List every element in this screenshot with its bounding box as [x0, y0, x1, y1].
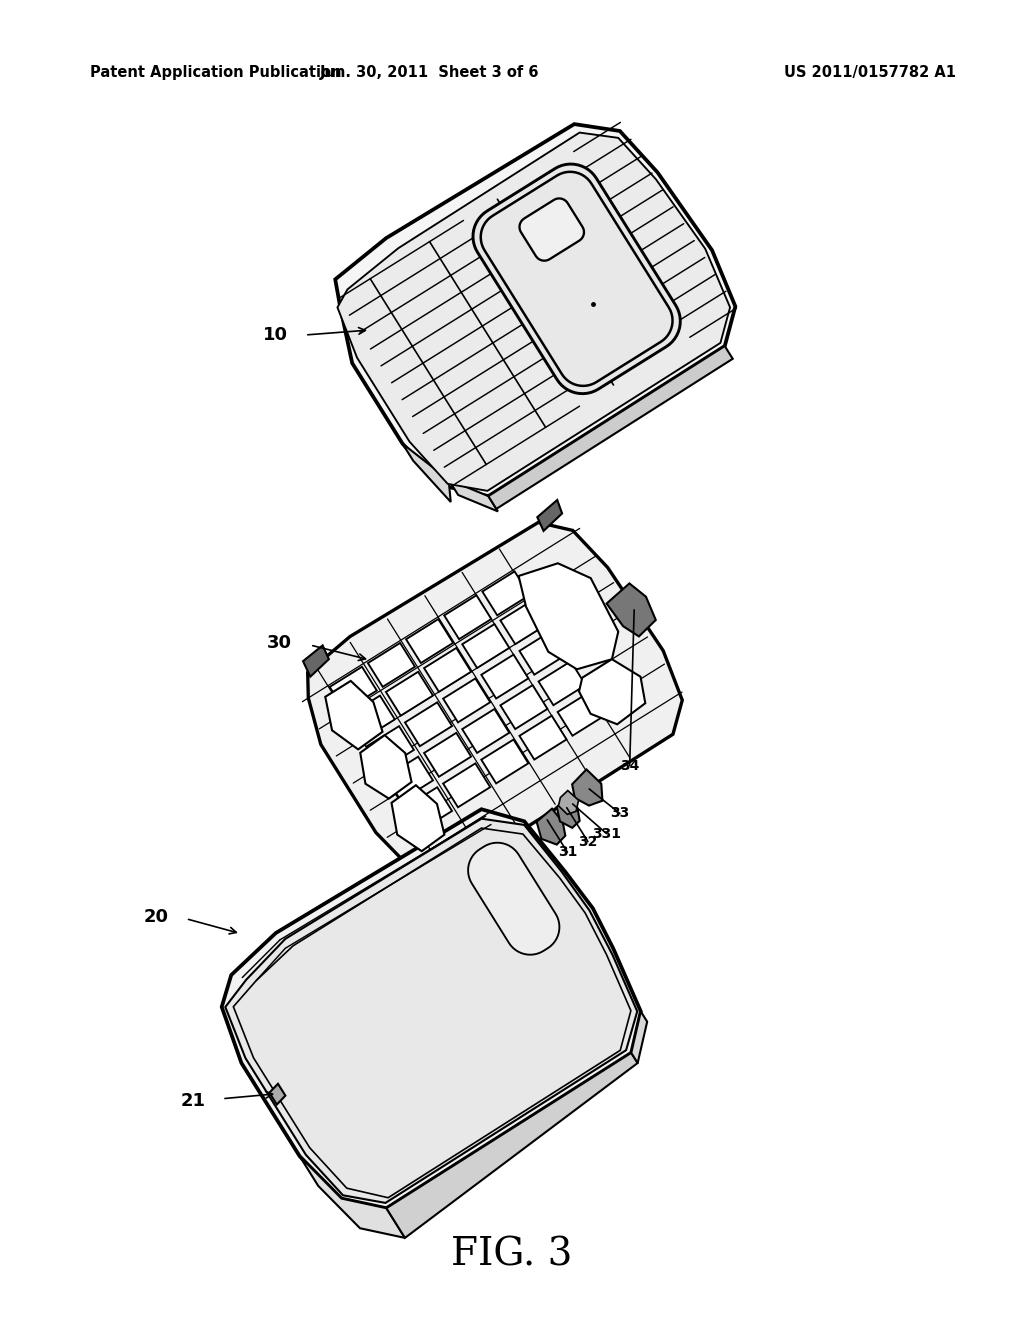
- Polygon shape: [443, 678, 490, 722]
- Polygon shape: [300, 1156, 404, 1238]
- Polygon shape: [538, 500, 562, 531]
- Text: 30: 30: [267, 634, 292, 652]
- Polygon shape: [335, 124, 735, 496]
- Polygon shape: [330, 667, 377, 710]
- Text: 10: 10: [263, 326, 288, 345]
- Polygon shape: [462, 709, 509, 752]
- Polygon shape: [482, 572, 529, 615]
- Polygon shape: [368, 643, 415, 686]
- Polygon shape: [501, 685, 548, 729]
- Polygon shape: [481, 739, 528, 784]
- Polygon shape: [518, 564, 618, 669]
- Polygon shape: [402, 444, 451, 502]
- Polygon shape: [501, 601, 548, 644]
- Polygon shape: [348, 696, 395, 739]
- Text: 33: 33: [610, 807, 630, 821]
- Text: 34: 34: [620, 759, 639, 772]
- Polygon shape: [222, 809, 641, 1208]
- Polygon shape: [391, 785, 444, 851]
- Polygon shape: [557, 797, 580, 828]
- Polygon shape: [444, 595, 492, 639]
- Polygon shape: [481, 655, 528, 698]
- Text: 21: 21: [180, 1092, 205, 1110]
- Polygon shape: [386, 672, 433, 715]
- Polygon shape: [303, 645, 329, 677]
- Polygon shape: [572, 770, 602, 805]
- Text: 20: 20: [143, 908, 169, 925]
- Polygon shape: [338, 132, 730, 491]
- Polygon shape: [424, 733, 471, 776]
- Polygon shape: [307, 523, 682, 878]
- Polygon shape: [519, 198, 584, 261]
- Polygon shape: [269, 1084, 286, 1105]
- Polygon shape: [539, 661, 586, 705]
- Polygon shape: [424, 648, 471, 692]
- Polygon shape: [404, 787, 452, 832]
- Polygon shape: [360, 735, 412, 799]
- Polygon shape: [558, 692, 605, 735]
- Polygon shape: [407, 619, 453, 663]
- Polygon shape: [449, 479, 498, 511]
- Polygon shape: [579, 659, 645, 725]
- Polygon shape: [443, 763, 490, 808]
- Polygon shape: [225, 818, 637, 1203]
- Polygon shape: [537, 809, 565, 845]
- Text: 32: 32: [579, 834, 598, 849]
- Text: Patent Application Publication: Patent Application Publication: [90, 65, 341, 79]
- Polygon shape: [473, 164, 680, 393]
- Polygon shape: [631, 1011, 647, 1063]
- Text: 331: 331: [592, 826, 621, 841]
- Polygon shape: [468, 842, 559, 954]
- Polygon shape: [367, 726, 414, 770]
- Text: 31: 31: [558, 845, 578, 859]
- Polygon shape: [519, 631, 566, 675]
- Polygon shape: [558, 791, 579, 814]
- Text: US 2011/0157782 A1: US 2011/0157782 A1: [784, 65, 956, 79]
- Polygon shape: [606, 583, 655, 636]
- Polygon shape: [488, 346, 733, 510]
- Polygon shape: [519, 715, 566, 759]
- Polygon shape: [404, 702, 452, 746]
- Polygon shape: [386, 756, 433, 801]
- Polygon shape: [386, 1053, 638, 1238]
- Text: Jun. 30, 2011  Sheet 3 of 6: Jun. 30, 2011 Sheet 3 of 6: [321, 65, 540, 79]
- Polygon shape: [326, 681, 383, 750]
- Polygon shape: [462, 624, 509, 668]
- Text: FIG. 3: FIG. 3: [452, 1237, 572, 1274]
